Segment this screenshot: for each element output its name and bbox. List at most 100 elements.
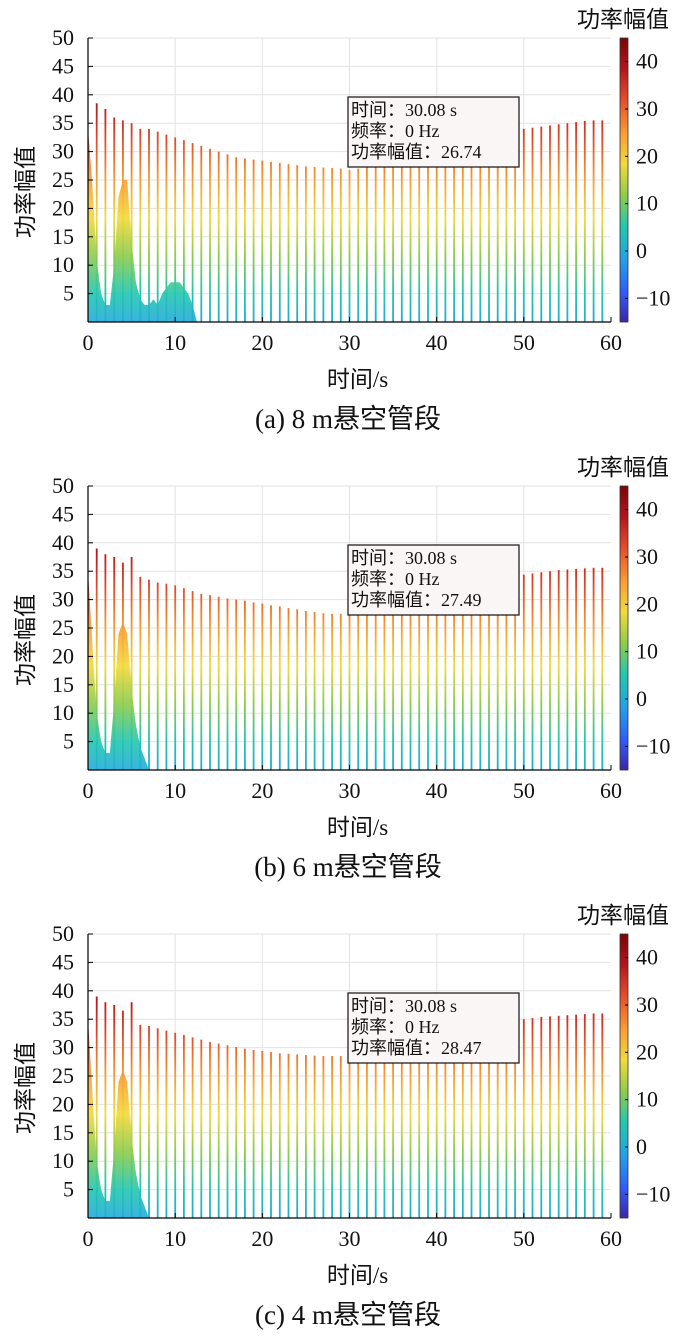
colorbar-tick-label: 0 bbox=[636, 238, 647, 263]
peak-line bbox=[322, 1056, 325, 1218]
peak-line bbox=[191, 1037, 194, 1218]
peak-line bbox=[331, 1056, 333, 1218]
peak-line bbox=[409, 1044, 412, 1218]
peak-line bbox=[444, 1035, 447, 1218]
peak-line bbox=[366, 611, 368, 770]
y-tick-label: 20 bbox=[52, 1091, 74, 1116]
colorbar-tick-label: 0 bbox=[636, 1134, 647, 1159]
peak-line bbox=[226, 154, 229, 322]
x-tick-label: 10 bbox=[164, 1226, 186, 1251]
peak-line bbox=[540, 572, 543, 770]
peak-line bbox=[531, 1018, 534, 1218]
peak-line bbox=[235, 599, 238, 770]
peak-line bbox=[156, 582, 159, 770]
peak-line bbox=[514, 1020, 516, 1218]
peak-line bbox=[470, 140, 473, 322]
peak-line bbox=[339, 613, 342, 770]
y-tick-label: 50 bbox=[52, 473, 74, 498]
y-tick-label: 30 bbox=[52, 587, 74, 612]
peak-line bbox=[488, 580, 490, 770]
peak-line bbox=[331, 613, 333, 770]
peak-line bbox=[305, 611, 307, 770]
peak-line bbox=[217, 151, 220, 322]
colorbar-tick-label: 10 bbox=[636, 191, 658, 216]
colorbar-tick-label: −10 bbox=[636, 1181, 670, 1206]
peak-line bbox=[113, 117, 116, 322]
peak-line bbox=[522, 574, 525, 770]
y-tick-label: 5 bbox=[63, 281, 74, 306]
y-axis-label: 功率幅值 bbox=[13, 594, 38, 686]
peak-line bbox=[522, 128, 525, 322]
x-tick-label: 50 bbox=[513, 1226, 535, 1251]
peak-line bbox=[479, 1027, 482, 1218]
peak-line bbox=[357, 168, 360, 322]
peak-line bbox=[165, 1030, 168, 1218]
x-tick-label: 30 bbox=[339, 1226, 361, 1251]
peak-line bbox=[209, 148, 211, 322]
y-tick-label: 30 bbox=[52, 1035, 74, 1060]
peak-line bbox=[461, 1030, 464, 1218]
peak-line bbox=[383, 607, 386, 770]
peak-line bbox=[496, 133, 499, 322]
peak-line bbox=[470, 584, 473, 770]
peak-line bbox=[148, 128, 150, 322]
peak-line bbox=[156, 1028, 159, 1218]
peak-line bbox=[235, 157, 238, 322]
peak-line bbox=[148, 579, 150, 770]
peak-line bbox=[287, 1053, 290, 1218]
x-tick-label: 0 bbox=[83, 778, 94, 803]
peak-line bbox=[479, 138, 482, 322]
peak-line bbox=[514, 575, 516, 770]
colorbar-label: 功率幅值 bbox=[577, 7, 669, 32]
peak-line bbox=[488, 135, 490, 322]
peak-line bbox=[453, 589, 455, 770]
peak-line bbox=[505, 1022, 508, 1218]
peak-line bbox=[104, 1002, 107, 1218]
peak-line bbox=[400, 1046, 403, 1218]
peak-line bbox=[296, 165, 299, 322]
peak-line bbox=[183, 588, 185, 770]
y-axis-label: 功率幅值 bbox=[13, 146, 38, 238]
peak-line bbox=[130, 557, 133, 770]
peak-line bbox=[139, 128, 142, 322]
datatip-box bbox=[347, 992, 520, 1064]
x-tick-label: 60 bbox=[600, 778, 622, 803]
datatip-line: 时间：30.08 s bbox=[351, 996, 457, 1016]
peak-line bbox=[200, 1039, 203, 1218]
datatip-line: 频率：0 Hz bbox=[351, 1017, 440, 1037]
peak-line bbox=[270, 605, 272, 770]
peak-line bbox=[113, 557, 116, 770]
x-tick-label: 40 bbox=[426, 778, 448, 803]
peak-line bbox=[313, 166, 316, 322]
peak-line bbox=[313, 1055, 316, 1218]
chart-panel-b: 5 10 15 20 25 30 35 40 45 50 0 10 20 30 40 50 60 时间/s 功率幅值… bbox=[13, 455, 670, 882]
peak-line bbox=[366, 166, 368, 322]
peak-line bbox=[278, 1053, 281, 1218]
datatip-box bbox=[347, 96, 520, 168]
peak-line bbox=[496, 579, 499, 770]
peak-line bbox=[557, 1015, 560, 1218]
peak-line bbox=[200, 145, 203, 322]
y-tick-label: 25 bbox=[52, 167, 74, 192]
y-tick-label: 50 bbox=[52, 921, 74, 946]
peak-line bbox=[217, 1043, 220, 1218]
peak-line bbox=[174, 137, 177, 322]
peak-line bbox=[392, 605, 394, 770]
y-tick-label: 20 bbox=[52, 195, 74, 220]
peak-line bbox=[557, 124, 560, 322]
peak-line bbox=[244, 158, 246, 322]
chart-panel-a: 5 10 15 20 25 30 35 40 45 50 0 10 20 30 40 50 60 时间/s 功率幅值… bbox=[13, 7, 670, 434]
peak-line bbox=[95, 548, 98, 770]
peak-line bbox=[331, 168, 333, 322]
peak-line bbox=[191, 591, 194, 770]
peak-line bbox=[130, 123, 133, 322]
peak-line bbox=[496, 1023, 499, 1218]
y-tick-label: 15 bbox=[52, 224, 74, 249]
y-tick-label: 35 bbox=[52, 110, 74, 135]
peak-line bbox=[383, 163, 386, 322]
peak-line bbox=[261, 1051, 264, 1218]
peak-line bbox=[339, 1056, 342, 1218]
peak-line bbox=[113, 1005, 116, 1218]
peak-line bbox=[435, 1037, 438, 1218]
